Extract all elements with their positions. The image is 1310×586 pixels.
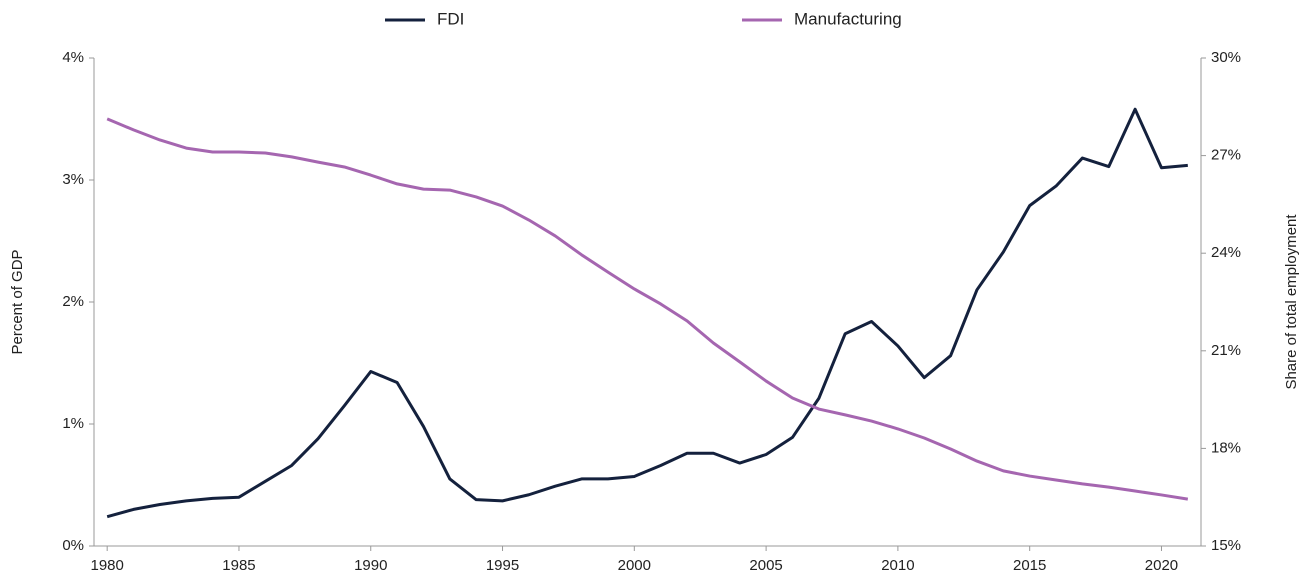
y2-tick-label: 21%: [1211, 342, 1241, 359]
y2-tick-label: 24%: [1211, 244, 1241, 261]
y-tick-label: 2%: [62, 293, 84, 310]
x-tick-label: 2020: [1145, 557, 1178, 574]
y-tick-label: 1%: [62, 415, 84, 432]
x-tick-label: 2005: [749, 557, 782, 574]
y-tick-label: 0%: [62, 537, 84, 554]
x-tick-label: 2015: [1013, 557, 1046, 574]
x-tick-label: 1985: [222, 557, 255, 574]
series-line: [106, 107, 1188, 519]
legend-label: FDI: [437, 9, 464, 28]
y-axis-label: Percent of GDP: [9, 249, 26, 354]
x-tick-label: 2000: [618, 557, 651, 574]
x-tick-label: 1990: [354, 557, 387, 574]
x-tick-label: 1995: [486, 557, 519, 574]
y2-axis-label: Share of total employment: [1283, 214, 1300, 390]
y2-tick-label: 27%: [1211, 147, 1241, 164]
legend-label: Manufacturing: [794, 9, 902, 28]
y2-tick-label: 15%: [1211, 537, 1241, 554]
x-tick-label: 2010: [881, 557, 914, 574]
y-tick-label: 4%: [62, 49, 84, 66]
x-tick-label: 1980: [90, 557, 123, 574]
y2-tick-label: 30%: [1211, 49, 1241, 66]
y2-tick-label: 18%: [1211, 439, 1241, 456]
series-line: [106, 117, 1189, 501]
y-tick-label: 3%: [62, 171, 84, 188]
